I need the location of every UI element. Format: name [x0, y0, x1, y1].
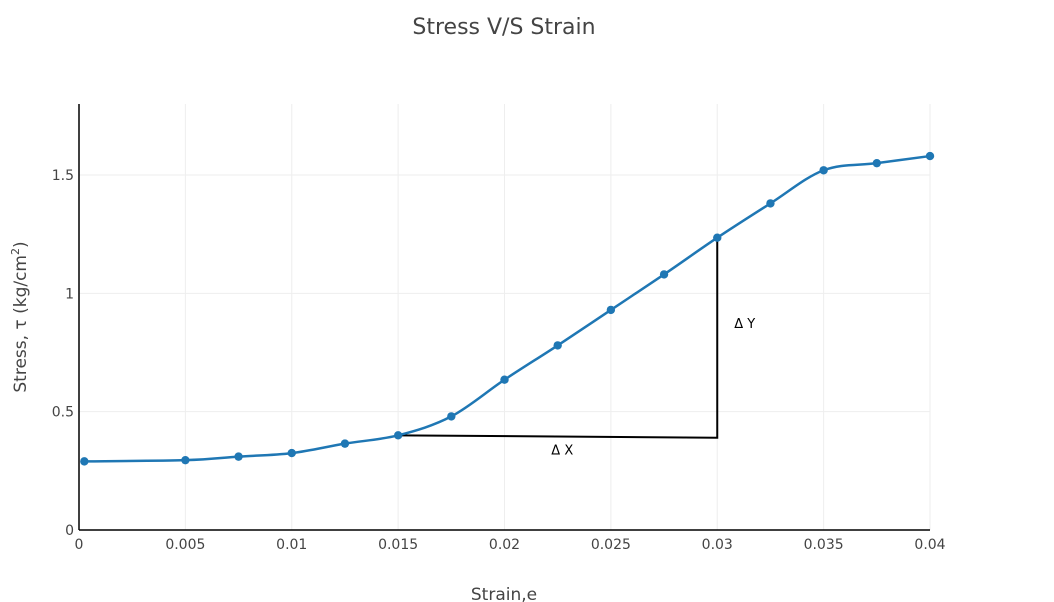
x-tick-label: 0.015	[378, 537, 418, 553]
data-point	[287, 448, 296, 458]
tick-label-layer: 0 0.005 0.01 0.015 0.02 0.025 0.03 0.035 0.04 0 0.…	[52, 168, 946, 553]
data-point	[340, 439, 350, 448]
series-layer	[80, 151, 935, 466]
y-axis-title-symbol: τ	[11, 319, 31, 329]
data-point	[181, 455, 190, 465]
data-point	[447, 412, 456, 421]
grid-layer	[79, 104, 931, 530]
data-point	[819, 166, 828, 175]
x-tick-label: 0.025	[591, 537, 631, 553]
data-point	[606, 305, 616, 315]
x-axis-title: Strain,e	[471, 585, 537, 602]
x-tick-label: 0.01	[276, 537, 307, 553]
y-tick-label: 1	[65, 286, 74, 302]
data-point	[234, 452, 243, 461]
chart-title: Stress V/S Strain	[412, 15, 595, 40]
data-point	[393, 431, 403, 440]
data-point	[553, 341, 562, 350]
slope-triangle-layer	[398, 237, 719, 439]
data-point	[925, 151, 935, 161]
annotation-label: Δ X	[551, 444, 573, 459]
axis-layer	[78, 104, 930, 531]
x-tick-label: 0.02	[489, 537, 520, 553]
data-point	[766, 199, 775, 208]
slope-triangle	[398, 237, 719, 439]
data-point	[872, 158, 882, 168]
y-tick-label: 0.5	[52, 405, 74, 421]
data-point	[659, 270, 669, 279]
x-tick-label: 0.035	[804, 537, 844, 553]
x-tick-label: 0.03	[702, 537, 733, 553]
y-axis-title-superscript: 2	[9, 248, 22, 255]
y-tick-label: 0	[65, 523, 74, 539]
x-tick-label: 0	[75, 537, 84, 553]
y-axis-title: Stress, τ (kg/cm2)	[9, 241, 31, 392]
annotation-label: Δ Y	[734, 317, 755, 332]
y-axis-title-main: Stress,	[11, 330, 31, 393]
x-tick-label: 0.005	[165, 537, 205, 553]
y-axis-title-unit: (kg/cm	[11, 255, 31, 319]
data-point	[713, 233, 722, 242]
x-tick-label: 0.04	[914, 537, 945, 553]
data-point	[80, 457, 89, 466]
data-point	[500, 375, 509, 384]
annotation-layer: Δ X Δ Y	[551, 317, 755, 459]
y-axis-title-close: )	[11, 241, 31, 248]
series-line	[84, 154, 931, 463]
y-tick-label: 1.5	[52, 168, 74, 184]
